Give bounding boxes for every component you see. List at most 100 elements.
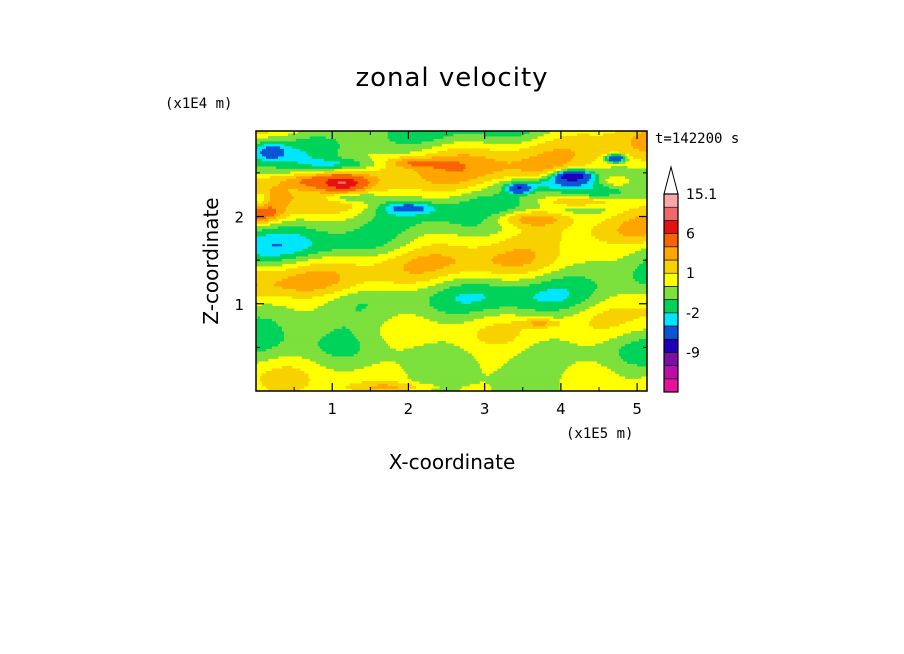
heatmap-cell (339, 296, 430, 299)
heatmap-cell (509, 183, 514, 187)
heatmap-cell (395, 141, 422, 144)
heatmap-cell (353, 228, 407, 232)
heatmap-cell (571, 158, 596, 162)
heatmap-cell (521, 158, 572, 162)
heatmap-cell (529, 346, 622, 349)
heatmap-cell (501, 263, 524, 267)
heatmap-cell (341, 166, 367, 169)
heatmap-cell (395, 236, 418, 239)
heatmap-cell (617, 228, 648, 232)
heatmap-cell (501, 186, 506, 189)
heatmap-cell (269, 188, 289, 192)
heatmap-cell (511, 178, 540, 182)
heatmap-cell (351, 173, 371, 177)
heatmap-cell (551, 271, 634, 274)
heatmap-cell (349, 383, 379, 387)
heatmap-cell (313, 288, 343, 292)
heatmap-cell (513, 356, 622, 359)
heatmap-cell (407, 376, 562, 379)
heatmap-cell (337, 141, 397, 144)
heatmap-cell (435, 283, 462, 287)
colorbar-label: 15.1 (686, 187, 717, 203)
heatmap-cell (529, 131, 550, 134)
heatmap-cell (561, 191, 622, 194)
heatmap-cell (339, 161, 361, 164)
heatmap-cell (256, 143, 265, 147)
heatmap-cell (485, 341, 508, 344)
heatmap-cell (477, 336, 516, 339)
heatmap-cell (337, 153, 369, 157)
y-axis: 12 (234, 172, 647, 348)
heatmap-cell (499, 211, 514, 214)
heatmap-cell (563, 298, 586, 302)
heatmap-cell (643, 261, 648, 264)
heatmap-cell (411, 378, 560, 382)
heatmap-cell (313, 308, 357, 312)
heatmap-cell (539, 178, 550, 182)
heatmap-cell (291, 146, 341, 149)
heatmap-cell (603, 133, 638, 137)
heatmap-cell (537, 298, 564, 302)
heatmap-cell (607, 161, 614, 164)
heatmap-cell (261, 228, 317, 232)
heatmap-cell (597, 361, 628, 364)
heatmap-cell (603, 311, 648, 314)
heatmap-cell (539, 291, 570, 294)
heatmap-cell (403, 348, 464, 352)
heatmap-cell (641, 158, 648, 162)
heatmap-cell (351, 388, 409, 392)
heatmap-cell (521, 231, 562, 234)
heatmap-cell (261, 153, 285, 157)
heatmap-cell (595, 171, 648, 174)
heatmap-cell (317, 341, 361, 344)
heatmap-cell (485, 381, 560, 384)
heatmap-cell (281, 221, 369, 224)
heatmap-cell (293, 251, 319, 254)
heatmap-cell (481, 298, 538, 302)
heatmap-cell (256, 183, 279, 187)
heatmap-cell (283, 338, 321, 342)
heatmap-cell (601, 221, 624, 224)
heatmap-cell (497, 368, 566, 372)
heatmap-cell (256, 361, 259, 364)
colorbar-segment (663, 246, 679, 261)
x-tick-label: 3 (480, 400, 490, 418)
heatmap-cell (411, 258, 456, 262)
heatmap-cell (407, 251, 506, 254)
colorbar-segment (663, 299, 679, 314)
heatmap-cell (256, 226, 279, 229)
heatmap-cell (511, 181, 542, 184)
heatmap-cell (595, 173, 600, 177)
heatmap-cell (361, 381, 399, 384)
heatmap-cell (575, 151, 610, 154)
heatmap-cell (256, 151, 261, 154)
heatmap-cell (561, 136, 634, 139)
heatmap-cell (429, 253, 442, 257)
heatmap-cell (297, 161, 341, 164)
heatmap-cell (509, 186, 518, 189)
heatmap-cell (337, 151, 411, 154)
heatmap-cell (421, 246, 468, 249)
heatmap-cell (629, 208, 648, 212)
heatmap-cell (387, 136, 444, 139)
heatmap-cell (305, 226, 361, 229)
heatmap-cell (609, 193, 648, 197)
heatmap-cell (357, 291, 438, 294)
heatmap-cell (519, 218, 558, 222)
heatmap-cell (361, 308, 438, 312)
heatmap-cell (417, 288, 444, 292)
heatmap-cell (281, 278, 341, 282)
heatmap-cell (535, 276, 564, 279)
heatmap-cell (623, 183, 648, 187)
heatmap-cell (403, 268, 436, 272)
heatmap-cell (359, 348, 397, 352)
heatmap-cell (345, 326, 381, 329)
heatmap-cell (635, 251, 648, 254)
heatmap-cell (529, 191, 536, 194)
heatmap-cell (619, 151, 648, 154)
heatmap-cell (256, 251, 295, 254)
heatmap-cell (325, 181, 339, 184)
heatmap-cell (307, 246, 377, 249)
heatmap-cell (491, 213, 506, 217)
